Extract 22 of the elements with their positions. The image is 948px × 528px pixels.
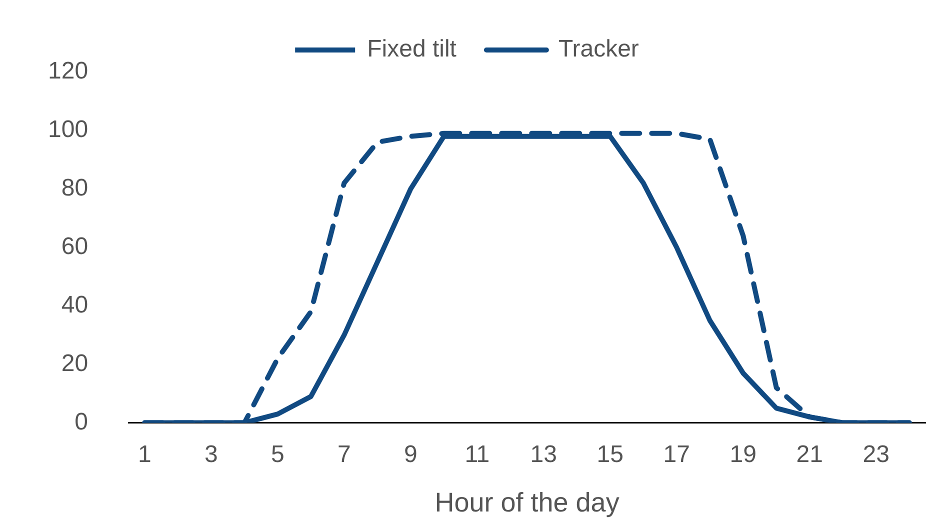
x-tick-label: 17 (663, 440, 690, 468)
x-tick-label: 11 (464, 440, 490, 468)
x-tick-label: 5 (270, 440, 284, 468)
x-axis-title: Hour of the day (434, 487, 620, 518)
x-tick-label: 23 (862, 440, 890, 468)
x-tick-label: 21 (796, 440, 823, 468)
y-tick-label: 60 (61, 233, 88, 260)
y-tick-label: 120 (48, 58, 88, 85)
y-tick-label: 40 (61, 291, 88, 318)
x-tick-label: 1 (138, 440, 152, 468)
y-tick-label: 20 (61, 350, 88, 377)
y-tick-label: 0 (74, 408, 88, 436)
x-tick-label: 13 (530, 440, 557, 468)
legend-label: Tracker (558, 36, 639, 63)
y-tick-label: 80 (61, 174, 88, 202)
x-tick-label: 9 (404, 440, 418, 468)
x-tick-label: 3 (204, 440, 218, 468)
legend-label: Fixed tilt (367, 36, 457, 63)
x-tick-label: 7 (337, 440, 351, 468)
x-tick-label: 19 (730, 440, 756, 468)
y-tick-label: 100 (48, 116, 88, 144)
x-tick-label: 15 (596, 440, 624, 468)
